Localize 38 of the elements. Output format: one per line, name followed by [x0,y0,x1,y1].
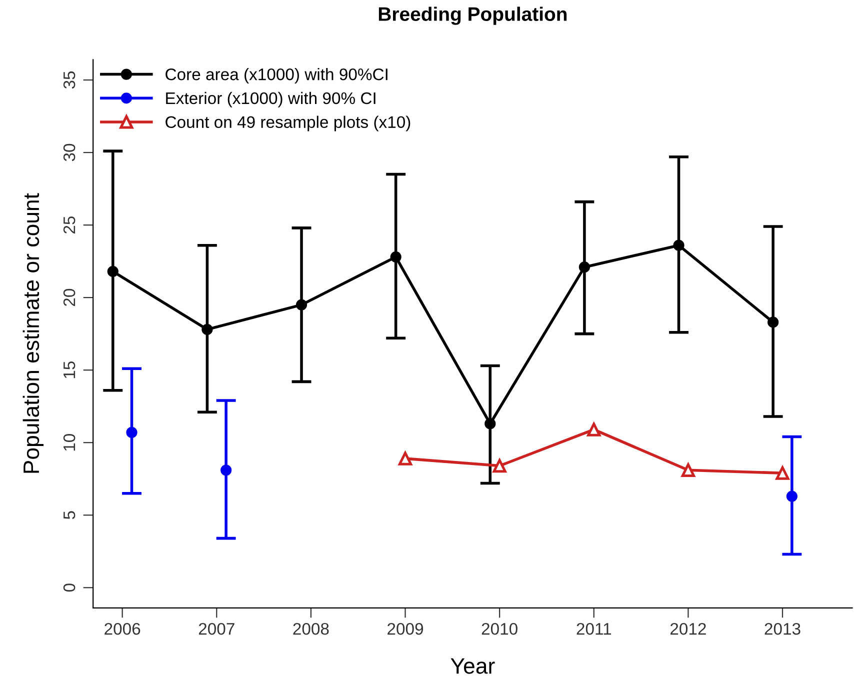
point [587,422,601,436]
y-tick-label: 20 [63,288,76,306]
x-tick-label: 2008 [293,622,329,635]
y-tick-label: 25 [63,216,76,234]
y-tick-label: 0 [63,584,76,592]
y-tick-label: 5 [64,511,76,520]
point [398,452,412,466]
chart-title: Breeding Population [378,6,567,25]
point [296,299,308,310]
point [776,466,790,480]
point [107,266,118,277]
point [681,463,695,477]
point [484,418,496,430]
point [492,458,506,473]
point [220,464,232,476]
y-axis-title: Population estimate or count [22,193,44,473]
legend-label: Count on 49 resample plots (x10) [166,116,410,132]
y-tick-label: 10 [63,434,76,451]
legend-label: Exterior (x1000) with 90% CI [166,92,376,108]
y-tick-label: 35 [63,71,76,89]
y-tick-label: 15 [64,362,76,378]
point [673,240,684,251]
y-tick-label: 30 [63,144,76,162]
x-tick-label: 2009 [388,622,424,635]
point [768,316,779,328]
x-tick-label: 2010 [482,622,518,635]
point [390,251,402,262]
legend-label: Core area (x1000) with 90%CI [166,68,388,84]
x-tick-label: 2007 [198,622,234,635]
x-tick-label: 2011 [576,622,611,635]
x-tick-label: 2013 [764,622,800,635]
x-tick-label: 2012 [670,622,706,635]
x-axis-title: Year [450,658,495,674]
point [578,262,590,273]
x-tick-label: 2006 [104,622,140,635]
point [202,324,213,336]
point [126,426,138,438]
point [786,490,798,502]
